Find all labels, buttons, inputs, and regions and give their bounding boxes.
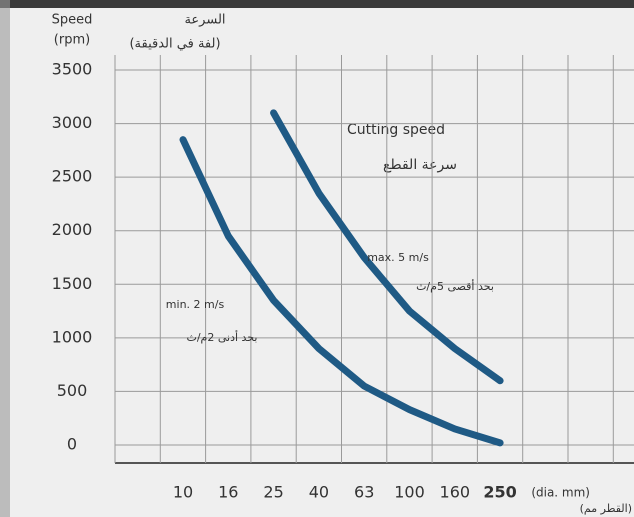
y-tick-label: 2500 bbox=[52, 167, 93, 186]
y-tick-label: 500 bbox=[57, 381, 88, 400]
x-tick-label: 250 bbox=[483, 483, 516, 502]
x-tick-label: 16 bbox=[218, 483, 238, 502]
speed-curve bbox=[270, 109, 504, 385]
speed-curve bbox=[179, 136, 504, 447]
x-tick-label: 63 bbox=[354, 483, 374, 502]
series-label-ar: بحد أقصى 5م/ث bbox=[416, 279, 494, 293]
y-tick-label: 1000 bbox=[52, 327, 93, 346]
series-label: max. 5 m/s bbox=[367, 251, 429, 264]
x-unit-ar: (القطر مم) bbox=[580, 502, 632, 515]
y-tick-label: 3000 bbox=[52, 113, 93, 132]
x-tick-label: 100 bbox=[394, 483, 425, 502]
x-tick-label: 160 bbox=[440, 483, 471, 502]
y-label: Speed bbox=[52, 13, 93, 28]
chart-title-ar: سرعة القطع bbox=[383, 157, 457, 173]
chart-title: Cutting speed bbox=[347, 122, 445, 138]
series-label: min. 2 m/s bbox=[166, 298, 225, 311]
x-tick-label: 10 bbox=[173, 483, 193, 502]
series-label-ar: بحد أدنى 2م/ث bbox=[187, 330, 258, 344]
x-tick-label: 25 bbox=[263, 483, 283, 502]
y-tick-label: 2000 bbox=[52, 220, 93, 239]
top-band bbox=[0, 0, 634, 8]
y-tick-label: 0 bbox=[67, 435, 77, 454]
y-unit: (rpm) bbox=[54, 33, 90, 48]
x-tick-label: 40 bbox=[309, 483, 329, 502]
y-tick-label: 1500 bbox=[52, 274, 93, 293]
left-edge bbox=[0, 0, 10, 517]
y-unit-ar: (لفة في الدقيقة) bbox=[129, 37, 220, 52]
y-label-ar: السرعة bbox=[184, 13, 225, 28]
x-unit: (dia. mm) bbox=[531, 486, 590, 500]
y-tick-label: 3500 bbox=[52, 60, 93, 79]
